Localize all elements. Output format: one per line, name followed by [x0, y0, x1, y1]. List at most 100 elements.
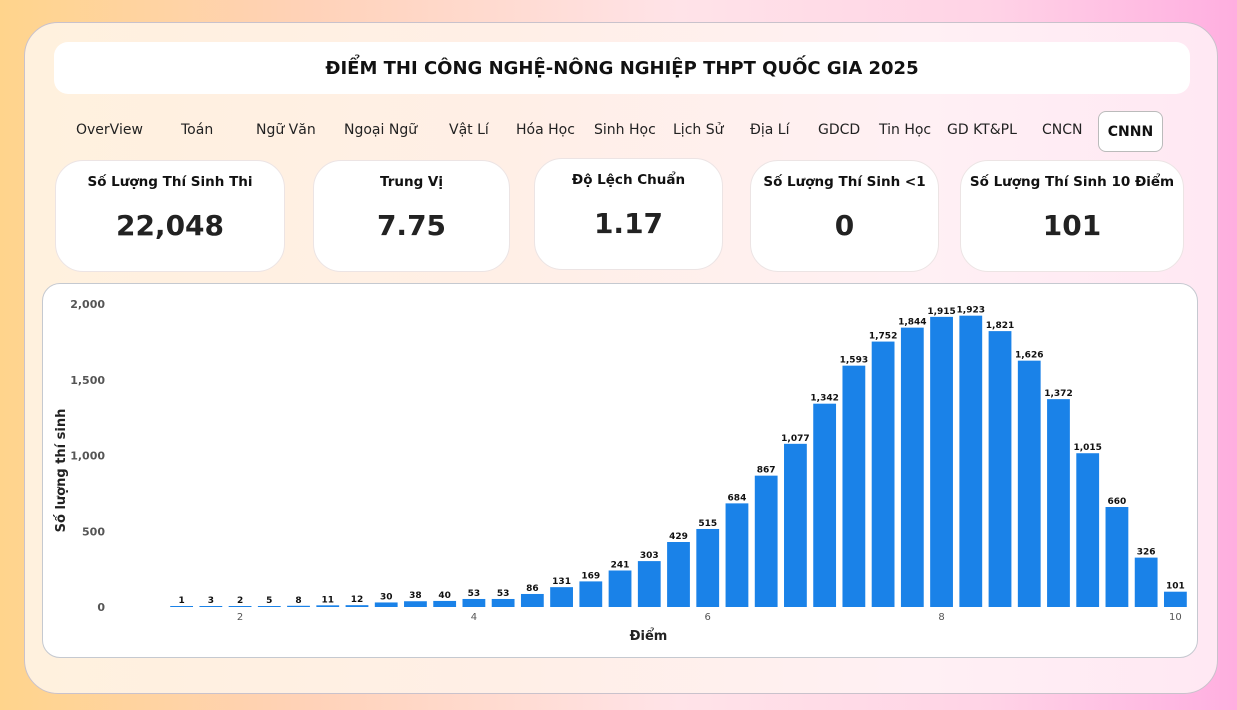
card-label: Số Lượng Thí Sinh Thi	[87, 174, 253, 190]
card-label: Độ Lệch Chuẩn	[571, 172, 686, 188]
data-label: 1,593	[840, 356, 868, 366]
x-axis-label: Điểm	[630, 628, 668, 644]
data-label: 303	[640, 551, 659, 561]
data-label: 2	[237, 596, 243, 606]
data-label: 1	[178, 596, 184, 606]
bar	[287, 605, 310, 607]
title-bar: ĐIỂM THI CÔNG NGHỆ-NÔNG NGHIỆP THPT QUỐC…	[54, 42, 1190, 94]
bar	[667, 542, 690, 607]
bar	[550, 587, 573, 607]
x-tick-label: 8	[938, 612, 944, 623]
data-label: 1,915	[927, 307, 955, 317]
data-label: 1,752	[869, 332, 897, 342]
data-label: 1,844	[898, 318, 926, 328]
bar	[520, 593, 544, 607]
data-label: 241	[611, 560, 630, 570]
bar	[1047, 399, 1070, 607]
data-label: 53	[468, 589, 481, 599]
tab-gdcd[interactable]: GDCD	[818, 122, 861, 138]
bar	[579, 581, 603, 607]
card-value: 7.75	[376, 209, 447, 242]
tab-lich-su[interactable]: Lịch Sử	[673, 122, 724, 138]
bar	[433, 600, 457, 607]
data-label: 1,372	[1044, 389, 1072, 399]
card-label: Trung Vị	[379, 174, 444, 190]
tab-cnnn[interactable]: CNNN	[1098, 111, 1163, 152]
data-label: 684	[728, 493, 747, 503]
bar	[228, 606, 252, 607]
y-tick-label: 1,500	[70, 374, 105, 387]
bar	[1134, 557, 1158, 607]
bar	[491, 598, 515, 607]
data-label: 1,342	[810, 394, 838, 404]
x-tick-label: 6	[705, 612, 711, 623]
bar	[871, 341, 895, 607]
tab-tin-hoc[interactable]: Tin Học	[879, 122, 932, 138]
bar	[316, 605, 340, 607]
bar	[199, 606, 223, 607]
data-label: 86	[526, 584, 539, 594]
data-label: 131	[552, 577, 571, 587]
page-title: ĐIỂM THI CÔNG NGHỆ-NÔNG NGHIỆP THPT QUỐC…	[325, 57, 919, 79]
data-label: 515	[698, 519, 717, 529]
tab-ngoai-ngu[interactable]: Ngoại Ngữ	[344, 122, 418, 138]
data-label: 101	[1166, 582, 1185, 592]
data-label: 3	[208, 596, 214, 606]
y-tick-label: 1,000	[70, 450, 105, 463]
card-std-dev: Độ Lệch Chuẩn 1.17	[534, 158, 723, 270]
data-label: 169	[581, 571, 600, 581]
card-value: 1.17	[593, 207, 664, 240]
data-label: 53	[497, 589, 510, 599]
data-label: 1,015	[1073, 443, 1101, 453]
data-label: 326	[1137, 548, 1156, 558]
data-label: 1,923	[957, 306, 985, 316]
bar	[1163, 591, 1187, 607]
x-tick-label: 4	[471, 612, 477, 623]
tab-sinh-hoc[interactable]: Sinh Học	[594, 122, 656, 138]
tab-hoa-hoc[interactable]: Hóa Học	[516, 122, 575, 138]
tab-cncn[interactable]: CNCN	[1042, 122, 1083, 138]
bar	[637, 561, 661, 607]
tab-gd-ktpl[interactable]: GD KT&PL	[947, 122, 1017, 138]
x-tick-label: 2	[237, 612, 243, 623]
y-axis-label: Số lượng thí sinh	[54, 409, 69, 533]
data-label: 867	[757, 466, 776, 476]
x-tick-label: 10	[1169, 612, 1182, 623]
data-label: 1,077	[781, 434, 809, 444]
tab-toan[interactable]: Toán	[181, 122, 214, 138]
y-tick-label: 500	[82, 525, 105, 538]
bar	[813, 403, 837, 607]
bar	[1105, 507, 1129, 607]
data-label: 40	[438, 591, 451, 601]
bar	[608, 570, 632, 607]
card-label: Số Lượng Thí Sinh <1	[763, 174, 926, 190]
data-label: 11	[321, 595, 334, 605]
bar	[404, 601, 427, 607]
bar	[462, 598, 486, 607]
y-tick-label: 2,000	[70, 298, 105, 311]
bar	[754, 475, 778, 607]
bar	[900, 327, 924, 607]
bar	[257, 606, 281, 607]
bar	[725, 503, 749, 607]
bar	[1076, 453, 1100, 607]
chart-panel: 0 500 1,000 1,500 2,000 1 3 2 5 8 11 12 30 38 40 53 53 86…	[42, 283, 1198, 658]
card-value: 0	[834, 209, 855, 242]
y-tick-label: 0	[97, 601, 105, 614]
data-label: 1,821	[986, 321, 1014, 331]
tab-ngu-van[interactable]: Ngữ Văn	[256, 122, 316, 138]
bar	[170, 606, 194, 607]
bar	[930, 316, 953, 607]
card-value: 101	[1042, 209, 1102, 242]
card-median: Trung Vị 7.75	[313, 160, 510, 272]
tab-vat-li[interactable]: Vật Lí	[449, 122, 489, 138]
data-label: 660	[1108, 497, 1127, 507]
card-value: 22,048	[115, 209, 225, 242]
bar	[1017, 360, 1041, 607]
tab-overview[interactable]: OverView	[76, 122, 143, 138]
bar	[345, 605, 369, 607]
data-label: 5	[266, 596, 272, 606]
bar	[959, 315, 983, 607]
tab-dia-li[interactable]: Địa Lí	[750, 122, 790, 138]
